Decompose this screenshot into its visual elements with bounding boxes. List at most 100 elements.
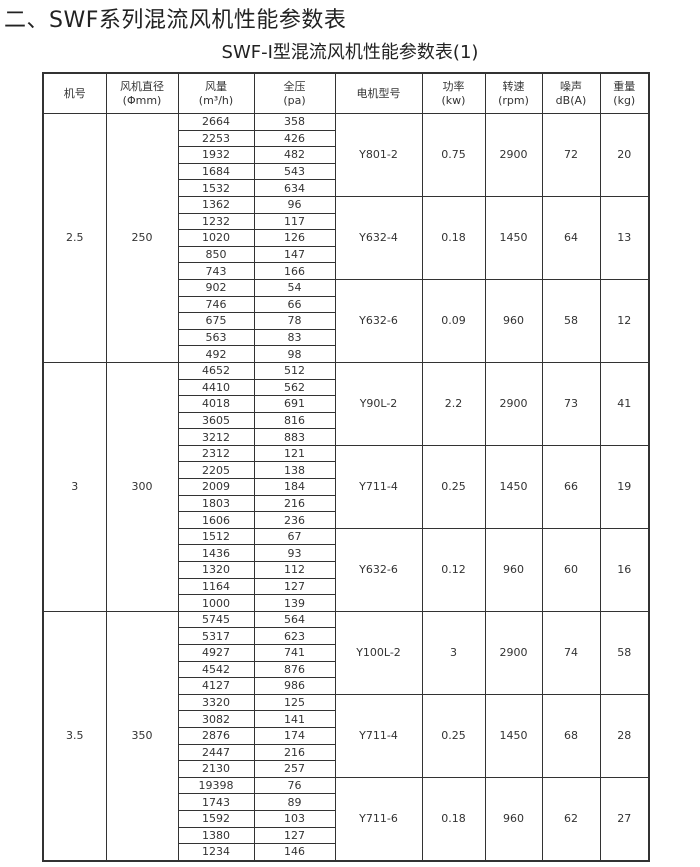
flow-cell: 5317 <box>177 627 255 645</box>
flow-cell: 3212 <box>177 428 255 446</box>
pressure-cell: 512 <box>253 361 336 380</box>
flow-cell: 3082 <box>177 710 255 728</box>
speed-cell: 1450 <box>484 693 543 778</box>
header-unit: (kg) <box>613 93 636 107</box>
weight-cell: 58 <box>599 610 650 695</box>
power-cell: 0.18 <box>421 776 486 862</box>
pressure-cell: 117 <box>253 212 336 231</box>
pressure-cell: 76 <box>253 776 336 795</box>
flow-cell: 1436 <box>177 544 255 563</box>
pressure-cell: 67 <box>253 527 336 546</box>
pressure-cell: 141 <box>253 710 336 728</box>
weight-cell: 12 <box>599 278 650 363</box>
pressure-cell: 54 <box>253 278 336 297</box>
pressure-cell: 127 <box>253 826 336 845</box>
flow-cell: 902 <box>177 278 255 297</box>
flow-cell: 1320 <box>177 561 255 579</box>
motor-model-cell: Y711-6 <box>334 776 423 862</box>
flow-cell: 2253 <box>177 129 255 148</box>
pressure-cell: 78 <box>253 312 336 330</box>
pressure-cell: 816 <box>253 411 336 430</box>
pressure-cell: 691 <box>253 395 336 413</box>
noise-cell: 68 <box>541 693 601 778</box>
pressure-cell: 83 <box>253 328 336 347</box>
header-label: 重量 <box>613 79 636 93</box>
pressure-cell: 66 <box>253 295 336 314</box>
flow-cell: 1164 <box>177 577 255 596</box>
pressure-cell: 883 <box>253 428 336 446</box>
pressure-cell: 876 <box>253 660 336 679</box>
motor-model-cell: Y711-4 <box>334 444 423 529</box>
flow-cell: 492 <box>177 345 255 363</box>
pressure-cell: 103 <box>253 809 336 828</box>
table-row: 3320 125 Y711-4 0.25 1450 68 28 <box>43 693 650 778</box>
pressure-cell: 426 <box>253 129 336 148</box>
header-label: 噪声 <box>560 79 582 93</box>
speed-cell: 2900 <box>484 113 543 197</box>
pressure-cell: 184 <box>253 478 336 496</box>
flow-cell: 1234 <box>177 843 255 862</box>
speed-cell: 1450 <box>484 195 543 280</box>
power-cell: 0.18 <box>421 195 486 280</box>
power-cell: 0.12 <box>421 527 486 612</box>
table-row: 3212 883 <box>43 428 649 446</box>
motor-model-cell: Y632-6 <box>334 278 423 363</box>
table-row: 1380 127 <box>43 826 649 845</box>
speed-cell: 960 <box>484 776 543 862</box>
flow-cell: 4652 <box>177 361 255 380</box>
header-weight: 重量 (kg) <box>599 72 650 114</box>
pressure-cell: 146 <box>253 843 336 862</box>
pressure-cell: 482 <box>253 146 336 164</box>
table-row: 4927 741 <box>43 644 649 662</box>
diameter-cell: 300 <box>105 361 179 612</box>
header-label: 功率 <box>442 79 465 93</box>
speed-cell: 960 <box>484 527 543 612</box>
noise-cell: 66 <box>541 444 601 529</box>
weight-cell: 16 <box>599 527 650 612</box>
speed-cell: 2900 <box>484 610 543 695</box>
header-unit: (pa) <box>283 93 306 107</box>
flow-cell: 743 <box>177 262 255 280</box>
table-row: 1000 139 <box>43 594 649 612</box>
noise-cell: 74 <box>541 610 601 695</box>
speed-cell: 960 <box>484 278 543 363</box>
pressure-cell: 139 <box>253 594 336 612</box>
header-unit: dB(A) <box>555 93 587 107</box>
pressure-cell: 564 <box>253 610 336 629</box>
noise-cell: 72 <box>541 113 601 197</box>
section-heading: 二、SWF系列混流风机性能参数表 <box>4 8 347 33</box>
weight-cell: 41 <box>599 361 650 446</box>
diameter-cell: 350 <box>105 610 179 862</box>
pressure-cell: 634 <box>253 179 336 197</box>
pressure-cell: 358 <box>253 113 336 131</box>
flow-cell: 1932 <box>177 146 255 164</box>
speed-cell: 1450 <box>484 444 543 529</box>
table-row: 850 147 <box>43 245 649 264</box>
pressure-cell: 216 <box>253 743 336 762</box>
motor-model-cell: Y711-4 <box>334 693 423 778</box>
noise-cell: 62 <box>541 776 601 862</box>
noise-cell: 73 <box>541 361 601 446</box>
flow-cell: 1362 <box>177 195 255 214</box>
flow-cell: 1000 <box>177 594 255 612</box>
header-flow: 风量 (m³/h) <box>177 72 255 114</box>
header-label: 机号 <box>63 86 86 100</box>
table-row: 1362 96 Y632-4 0.18 1450 64 13 <box>43 195 650 280</box>
pressure-cell: 125 <box>253 693 336 712</box>
table-row: 1164 127 <box>43 577 649 596</box>
flow-cell: 850 <box>177 245 255 264</box>
flow-cell: 2130 <box>177 760 255 778</box>
flow-cell: 1020 <box>177 229 255 247</box>
power-cell: 0.09 <box>421 278 486 363</box>
flow-cell: 1684 <box>177 162 255 181</box>
flow-cell: 4542 <box>177 660 255 679</box>
header-speed: 转速 (rpm) <box>484 72 543 114</box>
pressure-cell: 236 <box>253 511 336 529</box>
header-label: 全压 <box>283 79 306 93</box>
weight-cell: 28 <box>599 693 650 778</box>
flow-cell: 1532 <box>177 179 255 197</box>
motor-model-cell: Y632-6 <box>334 527 423 612</box>
pressure-cell: 121 <box>253 444 336 463</box>
flow-cell: 675 <box>177 312 255 330</box>
power-cell: 0.25 <box>421 444 486 529</box>
